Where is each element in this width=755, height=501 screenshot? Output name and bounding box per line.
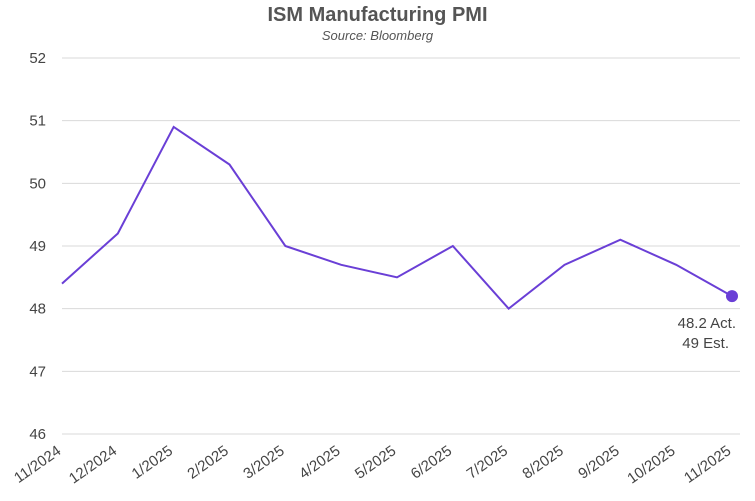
- grid: [62, 57, 740, 435]
- latest-value-point: [726, 290, 738, 303]
- x-axis: 11/2024 12/2024 1/2025 2/2025 3/2025 4/2025 5/…: [11, 442, 734, 487]
- y-axis: 46 47 48 49 50 51 52: [29, 50, 46, 443]
- x-tick-label: 1/2025: [129, 442, 176, 482]
- annotations: 48.2 Act. 49 Est.: [678, 315, 736, 352]
- chart-title: ISM Manufacturing PMI: [267, 4, 488, 26]
- series-line: [61, 125, 733, 311]
- x-tick-label: 10/2025: [624, 442, 678, 487]
- chart-subtitle: Source: Bloomberg: [321, 28, 434, 43]
- x-tick-label: 11/2025: [681, 442, 734, 486]
- x-tick-label: 12/2024: [66, 442, 120, 487]
- x-tick-label: 11/2024: [11, 442, 64, 486]
- y-tick-label: 49: [29, 238, 46, 255]
- x-tick-label: 2/2025: [184, 442, 231, 482]
- x-tick-label: 6/2025: [408, 442, 455, 482]
- y-tick-label: 48: [29, 301, 46, 318]
- x-tick-label: 4/2025: [296, 442, 343, 482]
- x-tick-label: 3/2025: [240, 442, 287, 482]
- y-tick-label: 52: [29, 50, 46, 67]
- x-tick-label: 5/2025: [352, 442, 399, 482]
- y-tick-label: 47: [29, 363, 46, 380]
- estimate-value-label: 49 Est.: [682, 335, 729, 352]
- actual-value-label: 48.2 Act.: [678, 315, 736, 332]
- series-group: [61, 125, 738, 311]
- y-tick-label: 50: [29, 175, 46, 192]
- x-tick-label: 7/2025: [464, 442, 511, 482]
- y-tick-label: 46: [29, 426, 46, 443]
- x-tick-label: 8/2025: [519, 442, 566, 482]
- x-tick-label: 9/2025: [575, 442, 622, 482]
- y-tick-label: 51: [29, 113, 46, 130]
